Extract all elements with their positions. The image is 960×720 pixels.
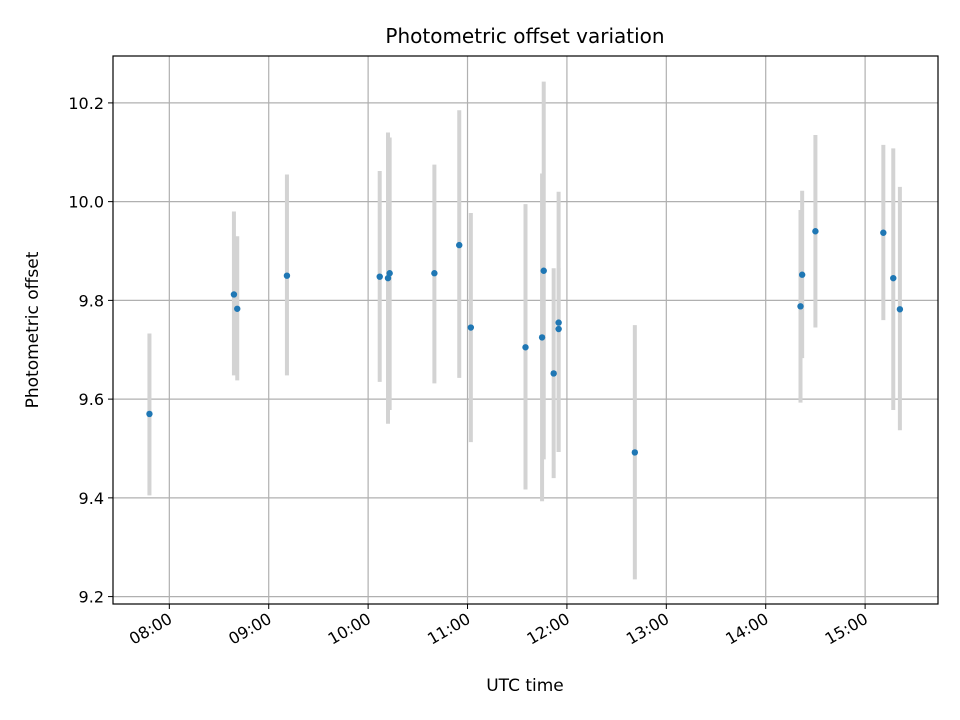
data-point — [431, 270, 438, 277]
data-point — [467, 324, 475, 331]
data-point — [540, 267, 547, 274]
data-point — [283, 272, 291, 279]
y-axis-title: Photometric offset — [23, 251, 43, 408]
x-tick-label: 11:00 — [424, 609, 473, 649]
data-points — [146, 228, 904, 456]
data-point — [230, 291, 238, 298]
chart-title: Photometric offset variation — [385, 24, 664, 48]
y-tick-label: 9.8 — [79, 291, 104, 310]
grid — [113, 56, 938, 604]
x-tick-label: 14:00 — [722, 609, 771, 649]
data-point — [522, 344, 529, 351]
x-tick-label: 12:00 — [523, 609, 572, 649]
x-tick-label: 08:00 — [126, 609, 175, 649]
data-point — [896, 306, 904, 313]
x-tick-label: 15:00 — [822, 609, 871, 649]
data-point — [376, 273, 383, 280]
data-point — [631, 449, 639, 456]
data-point — [555, 319, 562, 326]
data-point — [386, 270, 393, 277]
data-point — [538, 334, 546, 341]
data-point — [234, 305, 241, 312]
data-point — [880, 229, 887, 236]
y-tick-label: 9.6 — [79, 390, 104, 409]
data-point — [146, 410, 153, 418]
y-tick-label: 10.0 — [68, 193, 104, 212]
data-point — [812, 228, 819, 235]
data-point — [890, 274, 897, 282]
data-point — [555, 325, 562, 333]
data-point — [797, 303, 804, 310]
data-point — [798, 271, 806, 278]
data-point — [550, 370, 557, 377]
data-point — [456, 241, 463, 249]
y-tick-label: 9.2 — [79, 588, 104, 607]
plot-frame — [112, 55, 939, 605]
x-tick-label: 09:00 — [225, 609, 274, 649]
y-tick-label: 10.2 — [68, 94, 104, 113]
x-tick-label: 10:00 — [325, 609, 374, 649]
data-point — [384, 274, 392, 282]
x-axis-title: UTC time — [486, 676, 564, 696]
error-bars — [147, 81, 902, 580]
x-tick-label: 13:00 — [623, 609, 672, 649]
y-tick-label: 9.4 — [79, 489, 104, 508]
